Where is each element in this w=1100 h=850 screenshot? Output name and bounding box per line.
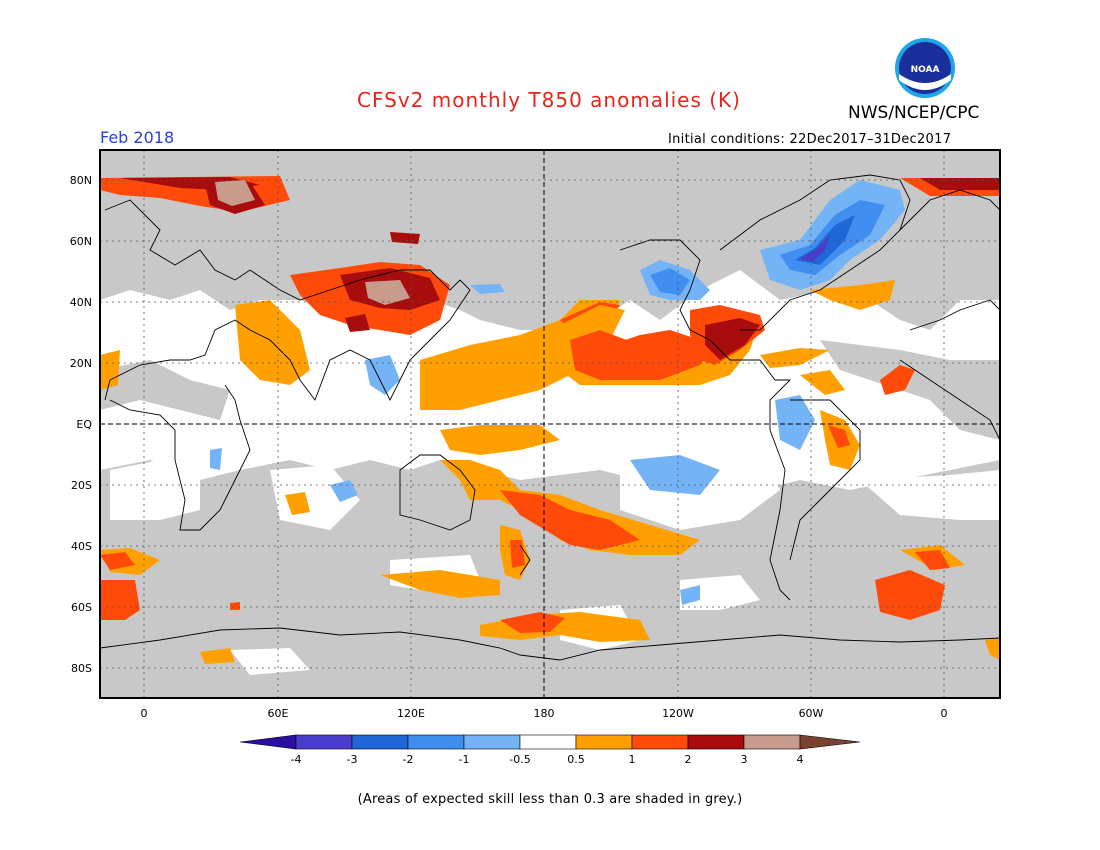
lon-axis-labels: 0 60E 120E 180 120W 60W 0 xyxy=(141,707,948,720)
coastlines xyxy=(99,174,1001,661)
noaa-logo: NOAA xyxy=(895,38,955,98)
colorbar-label: 1 xyxy=(629,753,636,766)
lat-lon-grid xyxy=(100,150,1000,698)
lat-label: 20S xyxy=(71,479,92,492)
colorbar-label: -3 xyxy=(347,753,358,766)
colorbar-segment xyxy=(687,734,745,750)
map-panel xyxy=(99,149,1001,699)
lat-label: 80N xyxy=(70,174,92,187)
colorbar-label: -1 xyxy=(459,753,470,766)
skill-footnote: (Areas of expected skill less than 0.3 a… xyxy=(357,792,743,807)
lon-label: 180 xyxy=(534,707,555,720)
colorbar-segment xyxy=(631,734,689,750)
lat-label: 20N xyxy=(70,357,92,370)
reference-lines xyxy=(100,150,1000,698)
colorbar-segment xyxy=(295,734,353,750)
colorbar: -4 -3 -2 -1 -0.5 0.5 1 2 3 4 xyxy=(239,734,861,766)
colorbar-label: 0.5 xyxy=(567,753,585,766)
colorbar-label: 2 xyxy=(685,753,692,766)
lat-label: 80S xyxy=(71,662,92,675)
agency-label: NWS/NCEP/CPC xyxy=(848,103,980,123)
lon-label: 120W xyxy=(662,707,694,720)
lat-label: 40S xyxy=(71,540,92,553)
colorbar-segment xyxy=(799,734,861,750)
lat-label: 40N xyxy=(70,296,92,309)
colorbar-label: -2 xyxy=(403,753,414,766)
colorbar-segment xyxy=(239,734,297,750)
lon-label: 120E xyxy=(397,707,425,720)
colorbar-segment xyxy=(519,734,577,750)
colorbar-segment xyxy=(463,734,521,750)
lon-label: 60E xyxy=(268,707,289,720)
colorbar-label: -4 xyxy=(291,753,302,766)
map-title: CFSv2 monthly T850 anomalies (K) xyxy=(357,88,741,112)
lon-label: 0 xyxy=(141,707,148,720)
lat-axis-labels: 80N 60N 40N 20N EQ 20S 40S 60S 80S xyxy=(70,174,93,675)
initial-conditions-label: Initial conditions: 22Dec2017–31Dec2017 xyxy=(668,132,952,147)
colorbar-label: 3 xyxy=(741,753,748,766)
colorbar-segment xyxy=(743,734,801,750)
colorbar-segment xyxy=(407,734,465,750)
period-label: Feb 2018 xyxy=(100,128,175,147)
noaa-logo-text: NOAA xyxy=(911,65,940,75)
colorbar-label: -0.5 xyxy=(509,753,530,766)
lat-label: 60S xyxy=(71,601,92,614)
lat-label: 60N xyxy=(70,235,92,248)
lon-label: 60W xyxy=(799,707,824,720)
negative-anomalies xyxy=(210,180,905,605)
positive-anomalies xyxy=(100,176,1000,664)
lat-label: EQ xyxy=(76,418,92,431)
colorbar-segment xyxy=(351,734,409,750)
lon-label: 0 xyxy=(941,707,948,720)
colorbar-label: 4 xyxy=(797,753,804,766)
colorbar-segment xyxy=(575,734,633,750)
